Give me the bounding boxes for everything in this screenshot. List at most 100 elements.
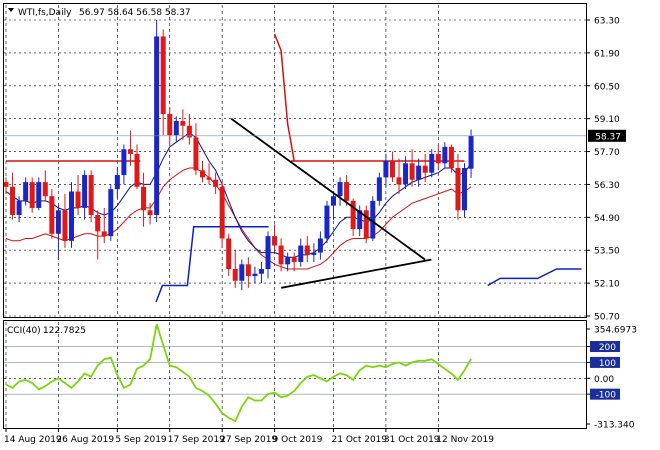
cci-tick-label: -313.340 [594,421,635,431]
bearish-candle [141,186,147,211]
bullish-candle [298,245,304,262]
cci-axis-ticks: 354.6973 200 100 0.00 -100 -313.340 [586,326,637,431]
bullish-candle [16,200,22,215]
bearish-candle [363,210,369,239]
bullish-candle [121,149,127,176]
cci-tick-label: 354.6973 [594,326,637,336]
bullish-candle [173,121,179,136]
date-tick-label: 26 Aug 2019 [56,435,114,445]
date-tick-label: 27 Sep 2019 [220,435,277,445]
bullish-candle [370,200,376,239]
bearish-candle [42,182,48,197]
bullish-candle [252,273,258,277]
bullish-candle [357,210,363,230]
bearish-candle [278,245,284,265]
bullish-candle [311,252,317,255]
bearish-candle [206,177,212,180]
symbol-label: WTI,fs,Daily [18,8,72,18]
bullish-candle [114,175,120,190]
cci-series [4,324,586,423]
bearish-candle [3,182,9,187]
bearish-candle [127,149,133,154]
bullish-candle [331,196,336,206]
bearish-candle [448,146,454,168]
bearish-candle [200,170,205,178]
price-tick-label: 52.10 [594,280,620,290]
bearish-candle [389,160,395,178]
price-series [3,20,586,303]
price-tick-label: 60.50 [594,82,620,92]
bullish-candle [258,269,264,274]
cci-tick-label: -100 [596,391,617,401]
bearish-candle [101,231,107,237]
last-price-label: 58.37 [595,132,621,142]
bullish-candle [285,257,291,265]
bullish-candle [442,146,448,164]
bearish-candle [455,168,461,211]
bearish-candle [409,163,415,180]
cci-value-readout: 122.7825 [43,326,86,336]
cci-tick-label: 100 [599,359,616,369]
ohlc-readout: 56.97 58.64 56.58 58.37 [79,8,191,18]
bullish-candle [55,210,61,234]
bullish-candle [36,182,42,208]
price-tick-label: 53.50 [594,247,620,257]
bullish-candle [462,168,467,211]
bearish-candle [134,153,140,187]
bullish-candle [108,189,114,237]
bearish-candle [232,269,238,281]
trendline [281,258,432,289]
price-tick-label: 59.10 [594,115,620,125]
cci-tick-label: 200 [599,343,616,353]
stop-level-line [155,225,269,303]
bullish-candle [317,238,323,253]
price-tick-label: 57.70 [594,148,620,158]
cci-level-tag [590,356,620,368]
bearish-candle [147,210,153,215]
bullish-candle [376,177,382,201]
bullish-candle [383,160,389,178]
bearish-candle [272,236,278,246]
date-tick-label: 12 Nov 2019 [436,435,494,445]
bullish-candle [429,153,435,173]
bearish-candle [95,214,101,232]
dropdown-arrow-icon[interactable] [8,8,14,12]
bullish-candle [239,264,245,281]
bearish-candle [219,186,225,239]
bullish-candle [23,182,29,201]
bullish-candle [265,236,271,270]
cci-label: CCI(40) [7,326,41,336]
cci-tick-label: 0.00 [594,375,614,385]
bearish-candle [167,113,173,136]
bearish-candle [396,177,402,185]
bearish-candle [344,182,350,201]
bearish-candle [350,200,356,230]
bearish-candle [29,182,35,208]
cci-line [5,324,472,423]
grid-lines [4,5,586,428]
date-tick-label: 5 Sep 2019 [115,435,167,445]
pivot-drop-line [273,33,295,162]
bearish-candle [75,191,81,208]
date-tick-label: 17 Sep 2019 [168,435,225,445]
price-tick-label: 63.30 [594,17,620,27]
bullish-candle [416,165,422,180]
price-tick-label: 56.30 [594,181,620,191]
bearish-candle [422,165,428,173]
date-tick-label: 9 Oct 2019 [273,435,323,445]
bearish-candle [49,196,55,234]
price-tick-label: 61.90 [594,49,620,59]
trendline [230,117,426,261]
bearish-candle [193,137,199,171]
cci-panel-frame [3,320,587,429]
bearish-candle [304,245,310,255]
stop-level-line [487,268,582,287]
bullish-candle [82,175,88,208]
price-tick-label: 50.70 [594,313,620,323]
price-tick-label: 54.90 [594,214,620,224]
bearish-candle [291,257,297,262]
cci-level-tag [590,388,620,400]
